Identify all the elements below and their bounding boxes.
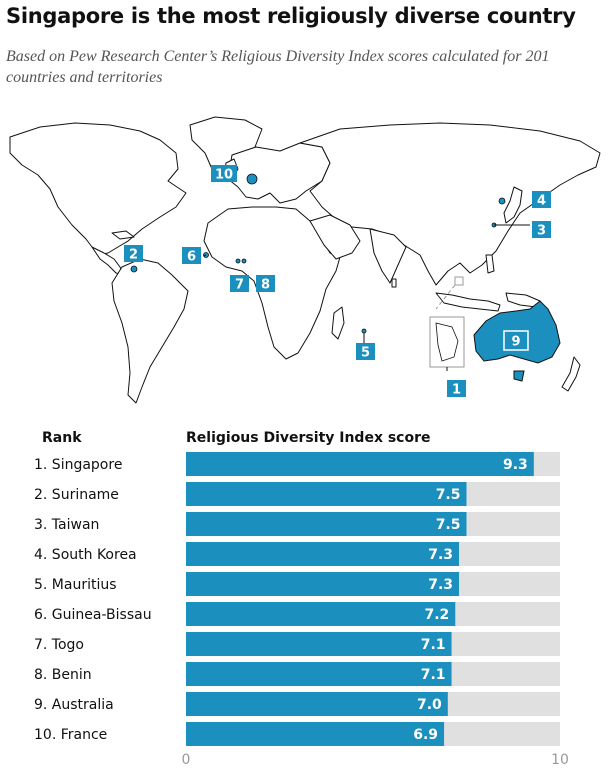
category-label: 7. Togo [34,637,84,653]
bar [186,692,448,716]
landmass-europe [227,142,331,204]
category-label: 5. Mauritius [34,577,117,593]
map-marker-box [503,330,529,351]
bar-value-label: 7.3 [428,577,453,593]
axis-tick-min: 0 [182,752,191,768]
map-marker-label: 4 [537,194,546,209]
map-marker-label: 8 [261,278,270,293]
bar [186,722,445,746]
bar [186,602,456,626]
map-marker-box [532,191,551,208]
bar-value-label: 6.9 [413,727,438,743]
score-header: Religious Diversity Index score [186,430,431,446]
category-label: 4. South Korea [34,547,137,563]
landmass-asia [299,122,601,286]
map-marker-label: 2 [129,248,138,263]
category-label: 3. Taiwan [34,517,99,533]
landmass-india [369,228,407,284]
landmass-tasmania [513,370,525,382]
landmass-cuba [111,230,135,240]
bar-value-label: 7.1 [421,637,446,653]
category-label: 8. Benin [34,667,92,683]
highlight-togo [235,258,241,264]
bar-value-label: 9.3 [503,457,528,473]
landmass-north-america [9,122,187,256]
landmass-philippines [485,254,495,274]
highlight-suriname [130,265,138,273]
category-label: 10. France [34,727,107,743]
map-marker-label: 3 [537,224,546,239]
map-marker-box [356,343,375,360]
bar [186,542,460,566]
bar [186,632,452,656]
highlight-france [246,173,258,185]
bar [186,662,452,686]
map-marker-label: 6 [187,250,196,265]
map-marker-label: 9 [511,335,520,350]
bar-value-label: 7.5 [436,517,461,533]
map-marker-label: 7 [235,278,244,293]
axis-tick-max: 10 [551,752,569,768]
map-marker-box [182,247,201,264]
bar [186,572,460,596]
bar [186,512,467,536]
bar-value-label: 7.5 [436,487,461,503]
map-marker-label: 1 [452,383,461,398]
bar-value-label: 7.3 [428,547,453,563]
bar [186,482,467,506]
map-marker-label: 5 [361,346,370,361]
map-marker-box [532,221,551,238]
landmass-new-zealand [561,356,581,392]
bar-value-label: 7.1 [421,667,446,683]
category-label: 9. Australia [34,697,114,713]
bar [186,452,534,476]
highlight-south-korea [498,197,506,205]
category-label: 2. Suriname [34,487,119,503]
landmass-south-america [111,258,189,404]
bar-value-label: 7.0 [417,697,442,713]
singapore-zoom-leader [435,284,456,310]
bar-value-label: 7.2 [424,607,449,623]
map-marker-box [124,245,143,262]
landmass-japan [503,186,523,224]
landmass-arabia [309,214,361,260]
map-marker-box [256,275,275,292]
category-label: 6. Guinea-Bissau [34,607,152,623]
chart-subtitle: Based on Pew Research Center’s Religious… [6,48,550,86]
landmass-sri-lanka [391,278,397,288]
highlight-mauritius [361,328,367,334]
landmass-madagascar [331,306,345,340]
chart-title: Singapore is the most religiously divers… [6,4,576,28]
map-marker-box [230,275,249,292]
category-label: 1. Singapore [34,457,122,473]
landmass-indonesia [435,292,501,312]
singapore-zoom-marker [454,276,464,286]
world-map: 1 2 3 4 5 6 7 8 9 10 [9,116,601,404]
leader-line-6 [203,254,207,257]
map-marker-box [447,380,466,397]
singapore-inset-land [435,322,459,362]
map-marker-label: 10 [215,168,233,183]
diversity-bar-chart: Rank Religious Diversity Index score 1. … [34,430,569,768]
map-marker-box [211,165,237,182]
highlight-benin [241,258,247,264]
rank-header: Rank [42,430,82,446]
